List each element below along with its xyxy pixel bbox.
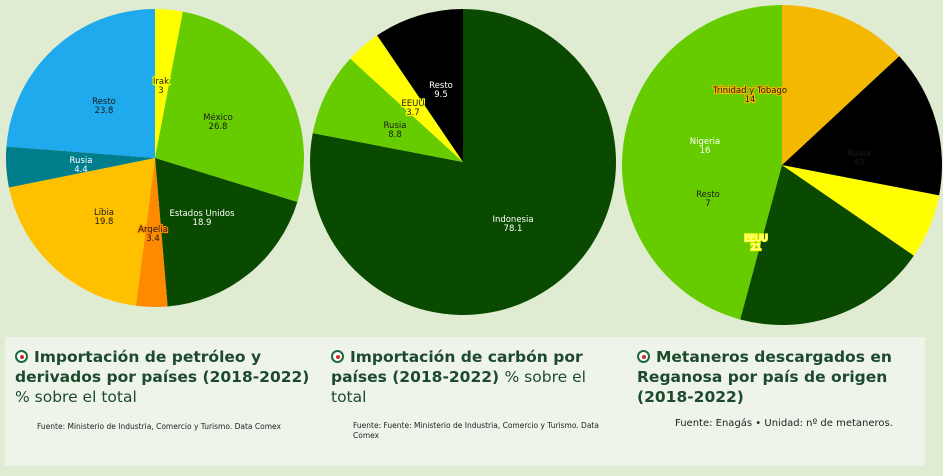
slice-label-name: EEUU (401, 99, 424, 109)
pie-slice-0-5 (5, 146, 155, 188)
pie-slice-0-1 (155, 11, 305, 202)
slice-label-value: 14 (745, 95, 756, 105)
slice-label-value: 26.8 (209, 122, 228, 132)
pie-slice-0-3 (135, 158, 168, 308)
title-text: Importación de carbón por países (2018-2… (331, 348, 583, 386)
legend-panel-metaneros: Metaneros descargados en Reganosa por pa… (627, 337, 925, 466)
slice-label-name: Argelia (138, 225, 168, 235)
bullet-icon (15, 350, 28, 363)
title-text: Importación de petróleo y derivados por … (15, 348, 310, 386)
slice-label-value: 78.1 (504, 224, 523, 234)
slice-label-name: Nigeria (690, 137, 720, 147)
slice-label-value: 19.8 (95, 217, 114, 227)
slice-label-name: Rusia (70, 156, 93, 166)
chart-title-carbon: Importación de carbón por países (2018-2… (331, 347, 621, 407)
pie-slice-1-0 (309, 9, 616, 315)
pie-slice-0-4 (8, 158, 156, 306)
pie-slice-2-0 (621, 4, 782, 320)
chart-title-metaneros: Metaneros descargados en Reganosa por pa… (637, 347, 919, 407)
title-text: Metaneros descargados en Reganosa por pa… (637, 348, 892, 406)
pie-slice-2-3 (782, 56, 943, 196)
bullet-icon (637, 350, 650, 363)
slice-label-name: EEUU (744, 234, 767, 244)
chart-title-petroleo: Importación de petróleo y derivados por … (15, 347, 315, 407)
slice-label-value: 3 (158, 86, 163, 96)
slice-label-value: 16 (700, 146, 711, 156)
source-text: Fuente: Fuente: Ministerio de Industria,… (353, 421, 599, 440)
unit-text: % sobre el total (331, 368, 586, 406)
slice-label-value: 3.7 (406, 108, 420, 118)
pie-slice-2-2 (782, 165, 940, 256)
slice-label-value: 7 (705, 199, 710, 209)
slice-label-name: Resto (92, 97, 116, 107)
slice-label-name: Irak (153, 77, 169, 87)
source-text: Fuente: Ministerio de Industria, Comerci… (37, 422, 281, 431)
slice-label-name: Rusia (384, 121, 407, 131)
pie-slice-0-2 (155, 158, 298, 307)
pie-slice-0-6 (6, 9, 155, 158)
slice-label-name: Indonesia (492, 215, 533, 225)
unit-text: % sobre el total (15, 388, 137, 406)
pie-slice-2-1 (740, 165, 914, 326)
slice-label-name: Resto (429, 81, 453, 91)
slice-label-value: 9.5 (434, 90, 448, 100)
slice-label-name: México (203, 112, 233, 123)
bullet-icon (331, 350, 344, 363)
slice-label-name: Estados Unidos (169, 209, 235, 219)
slice-label-value: 21 (751, 243, 762, 253)
slice-label-name: Trinidad y Tobago (712, 86, 787, 96)
pie-slice-0-0 (155, 8, 183, 158)
slice-label-value: 23.8 (95, 106, 114, 116)
slice-label-name: Rusia (848, 149, 871, 159)
pie-slice-1-2 (350, 35, 463, 162)
slice-label-value: 8.8 (388, 130, 402, 140)
slice-label-name: Libia (94, 208, 114, 218)
slice-label-value: 49 (854, 158, 865, 168)
pie-slice-1-3 (377, 9, 463, 162)
slice-label-value: 3.4 (146, 234, 160, 244)
legend-panel-petroleo: Importación de petróleo y derivados por … (5, 337, 321, 466)
legend-panel-carbon: Importación de carbón por países (2018-2… (321, 337, 627, 466)
slice-label-value: 18.9 (193, 218, 212, 228)
slice-label-name: Resto (696, 190, 720, 200)
pie-slice-1-1 (312, 58, 463, 162)
pie-slice-2-4 (782, 5, 900, 165)
source-text: Fuente: Enagás • Unidad: nº de metaneros… (675, 418, 893, 429)
slice-label-value: 4.4 (74, 165, 88, 175)
